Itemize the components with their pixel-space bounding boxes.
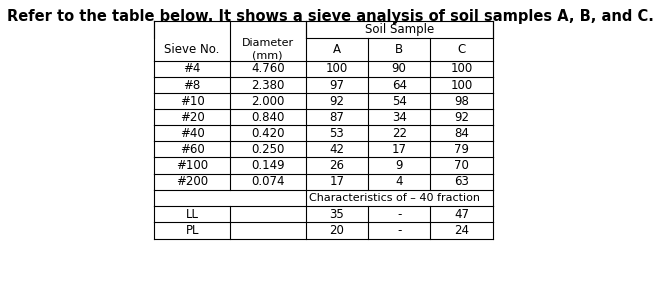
Text: 92: 92 xyxy=(454,111,469,124)
Text: 24: 24 xyxy=(454,224,469,237)
Text: Sieve No.: Sieve No. xyxy=(164,43,220,56)
Text: 17: 17 xyxy=(329,175,344,188)
Text: 0.074: 0.074 xyxy=(251,175,284,188)
Text: 20: 20 xyxy=(329,224,344,237)
Text: 79: 79 xyxy=(454,143,469,156)
Text: 47: 47 xyxy=(454,207,469,221)
Text: 92: 92 xyxy=(329,95,344,108)
Text: 9: 9 xyxy=(396,159,403,172)
Text: LL: LL xyxy=(186,207,198,221)
Text: C: C xyxy=(457,43,466,56)
Text: B: B xyxy=(395,43,403,56)
Text: Refer to the table below. It shows a sieve analysis of soil samples A, B, and C.: Refer to the table below. It shows a sie… xyxy=(7,9,654,24)
Text: A: A xyxy=(332,43,341,56)
Text: 35: 35 xyxy=(329,207,344,221)
Text: Characteristics of – 40 fraction: Characteristics of – 40 fraction xyxy=(309,193,480,203)
Text: 97: 97 xyxy=(329,79,344,91)
Text: -: - xyxy=(397,224,401,237)
Text: 2.000: 2.000 xyxy=(251,95,284,108)
Text: 42: 42 xyxy=(329,143,344,156)
Text: Diameter
(mm): Diameter (mm) xyxy=(242,39,294,60)
Text: Soil Sample: Soil Sample xyxy=(365,23,434,36)
Text: 26: 26 xyxy=(329,159,344,172)
Text: #60: #60 xyxy=(180,143,204,156)
Text: 0.420: 0.420 xyxy=(251,127,284,140)
Text: 22: 22 xyxy=(392,127,407,140)
Text: 0.840: 0.840 xyxy=(251,111,284,124)
Text: 100: 100 xyxy=(326,62,348,76)
Text: 84: 84 xyxy=(454,127,469,140)
Text: 100: 100 xyxy=(451,62,472,76)
Text: 0.250: 0.250 xyxy=(251,143,284,156)
Text: 100: 100 xyxy=(451,79,472,91)
Text: 17: 17 xyxy=(392,143,407,156)
Text: #20: #20 xyxy=(180,111,204,124)
Text: 2.380: 2.380 xyxy=(251,79,284,91)
Text: 90: 90 xyxy=(392,62,407,76)
Text: 34: 34 xyxy=(392,111,407,124)
Text: 63: 63 xyxy=(454,175,469,188)
Text: 64: 64 xyxy=(392,79,407,91)
Text: 4.760: 4.760 xyxy=(251,62,284,76)
Text: 0.149: 0.149 xyxy=(251,159,284,172)
Text: PL: PL xyxy=(185,224,199,237)
Text: #100: #100 xyxy=(176,159,208,172)
Text: #40: #40 xyxy=(180,127,204,140)
Text: 70: 70 xyxy=(454,159,469,172)
Text: #200: #200 xyxy=(176,175,208,188)
Text: -: - xyxy=(397,207,401,221)
Text: #10: #10 xyxy=(180,95,204,108)
Text: 4: 4 xyxy=(396,175,403,188)
Text: #4: #4 xyxy=(183,62,201,76)
Text: #8: #8 xyxy=(183,79,201,91)
Text: 53: 53 xyxy=(329,127,344,140)
Text: 87: 87 xyxy=(329,111,344,124)
Text: 54: 54 xyxy=(392,95,407,108)
Text: 98: 98 xyxy=(454,95,469,108)
